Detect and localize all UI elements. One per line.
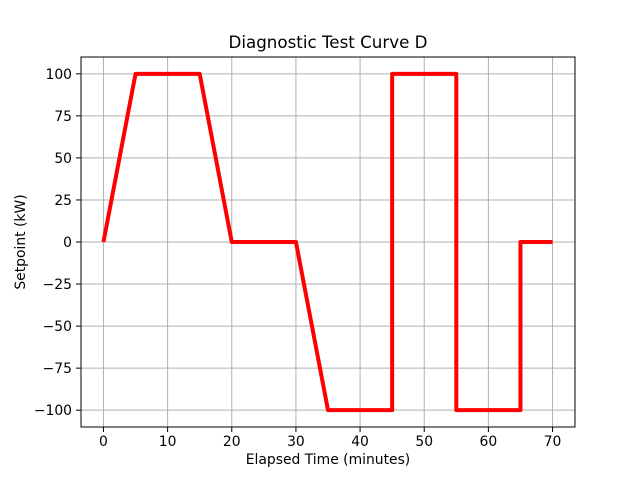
y-axis-label: Setpoint (kW) (13, 194, 29, 290)
x-axis-label: Elapsed Time (minutes) (245, 452, 411, 468)
x-tick-label: 40 (351, 434, 369, 450)
y-tick-label: −25 (43, 277, 72, 293)
y-tick-label: −50 (43, 319, 72, 335)
x-tick-label: 70 (544, 434, 562, 450)
x-tick-label: 10 (159, 434, 177, 450)
y-tick-label: 0 (63, 235, 72, 251)
x-tick-label: 30 (287, 434, 305, 450)
y-tick-label: −100 (34, 403, 72, 419)
chart-title: Diagnostic Test Curve D (228, 32, 428, 52)
y-tick-label: 100 (45, 67, 72, 83)
y-tick-label: 50 (54, 151, 72, 167)
x-tick-label: 60 (480, 434, 498, 450)
series-line (101, 71, 553, 413)
y-tick-label: 25 (54, 193, 72, 209)
y-tick-label: −75 (43, 361, 72, 377)
x-tick-label: 50 (415, 434, 433, 450)
x-tick-label: 0 (99, 434, 108, 450)
x-tick-label: 20 (223, 434, 241, 450)
y-tick-label: 75 (54, 109, 72, 125)
